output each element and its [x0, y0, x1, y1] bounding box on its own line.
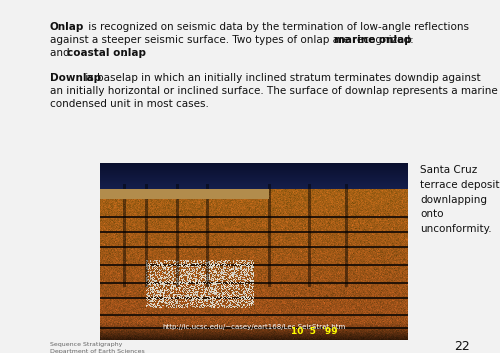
Text: marine onlap: marine onlap: [334, 35, 411, 45]
Text: 22: 22: [454, 340, 470, 353]
Text: Downlap: Downlap: [50, 73, 101, 83]
Text: Sequence Stratigraphy
Department of Earth Sciences
National Central Univ., Taiwa: Sequence Stratigraphy Department of Eart…: [50, 342, 145, 353]
Text: and: and: [50, 48, 73, 58]
Text: 10  5  '99: 10 5 '99: [291, 327, 338, 336]
Text: http://ic.ucsc.edu/~casey/eart168/Lec.SeisStrat.htm: http://ic.ucsc.edu/~casey/eart168/Lec.Se…: [162, 324, 346, 330]
Text: Santa Cruz
terrace deposits
downlapping
onto
unconformity.: Santa Cruz terrace deposits downlapping …: [420, 165, 500, 234]
Text: .: .: [123, 48, 126, 58]
Text: coastal onlap: coastal onlap: [67, 48, 146, 58]
Text: an initially horizontal or inclined surface. The surface of downlap represents a: an initially horizontal or inclined surf…: [50, 86, 498, 96]
Text: condensed unit in most cases.: condensed unit in most cases.: [50, 99, 209, 109]
Text: against a steeper seismic surface. Two types of onlap are recognized:: against a steeper seismic surface. Two t…: [50, 35, 417, 45]
Text: is baselap in which an initially inclined stratum terminates downdip against: is baselap in which an initially incline…: [82, 73, 481, 83]
Text: Onlap: Onlap: [50, 22, 84, 32]
Text: is recognized on seismic data by the termination of low-angle reflections: is recognized on seismic data by the ter…: [85, 22, 469, 32]
